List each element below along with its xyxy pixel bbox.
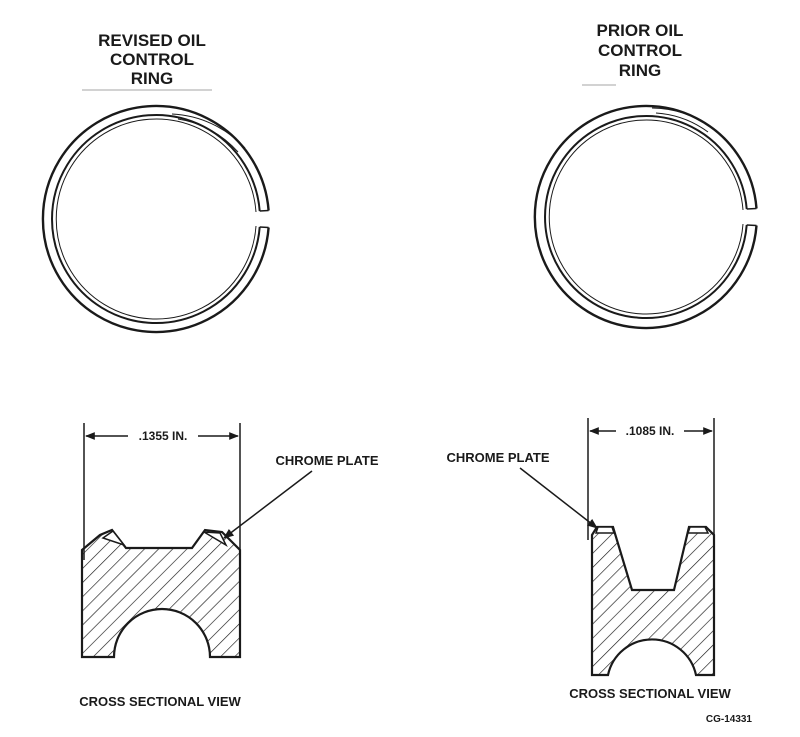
prior-callout-label: CHROME PLATE <box>446 450 549 465</box>
revised-title-line-3: RING <box>131 69 174 88</box>
prior-ring-title: PRIOR OIL CONTROL RING <box>582 21 684 86</box>
prior-title-line-3: RING <box>619 61 662 80</box>
revised-title-line-1: REVISED OIL <box>98 31 206 50</box>
prior-ring-dimension: .1085 IN. <box>587 418 715 540</box>
revised-chrome-plate-left <box>101 529 127 547</box>
revised-cross-section <box>80 528 242 659</box>
revised-ring-top-view <box>41 104 270 334</box>
prior-ring-top-view <box>533 104 758 330</box>
prior-title-line-2: CONTROL <box>598 41 682 60</box>
revised-callout-label: CHROME PLATE <box>275 453 378 468</box>
figure-id: CG-14331 <box>706 714 753 725</box>
revised-dimension-label: .1355 IN. <box>139 429 188 443</box>
prior-chrome-plate-left <box>594 526 616 534</box>
prior-cross-section <box>590 525 716 677</box>
prior-title-line-1: PRIOR OIL <box>597 21 684 40</box>
revised-chrome-plate-right <box>203 531 228 547</box>
prior-caption: CROSS SECTIONAL VIEW <box>569 686 731 701</box>
prior-chrome-plate-callout: CHROME PLATE <box>446 450 598 529</box>
revised-title-line-2: CONTROL <box>110 50 194 69</box>
prior-chrome-plate-right <box>686 526 710 534</box>
revised-caption: CROSS SECTIONAL VIEW <box>79 694 241 709</box>
revised-ring-dimension: .1355 IN. <box>83 423 241 560</box>
prior-dimension-label: .1085 IN. <box>626 424 675 438</box>
revised-ring-title: REVISED OIL CONTROL RING <box>82 31 212 91</box>
revised-chrome-plate-callout: CHROME PLATE <box>223 453 379 539</box>
